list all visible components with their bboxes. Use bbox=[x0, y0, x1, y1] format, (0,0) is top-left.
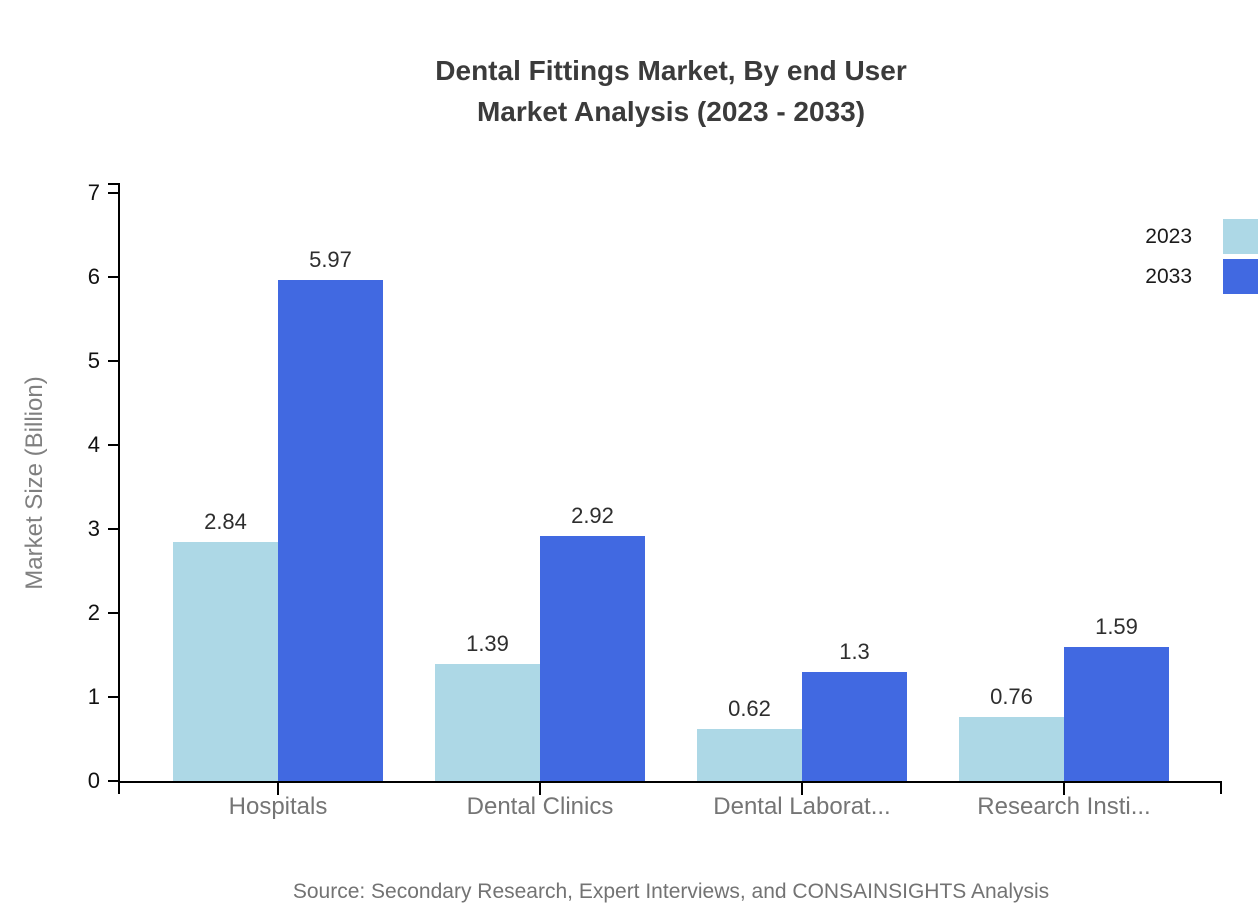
source-text: Source: Secondary Research, Expert Inter… bbox=[292, 880, 1050, 903]
y-tick-mark bbox=[108, 696, 118, 698]
legend-swatch-2033 bbox=[1223, 259, 1258, 294]
bar-2023-dental-laborat[interactable] bbox=[697, 729, 802, 781]
y-tick-label: 1 bbox=[87, 684, 100, 709]
bar-value-2033-hospitals: 5.97 bbox=[309, 247, 352, 272]
bar-value-2023-dental-clinics: 1.39 bbox=[466, 631, 509, 656]
y-tick-label: 2 bbox=[87, 600, 100, 625]
legend-item-2033[interactable]: 2033 bbox=[1092, 259, 1260, 294]
bar-2033-dental-laborat[interactable] bbox=[802, 672, 907, 781]
y-tick-label: 7 bbox=[87, 180, 100, 205]
legend-label-2033: 2033 bbox=[1145, 265, 1192, 288]
y-axis-title: Market Size (Billion) bbox=[21, 376, 48, 590]
chart-title-line1: Dental Fittings Market, By end User bbox=[435, 55, 907, 86]
y-axis-top-cap bbox=[108, 183, 118, 185]
bar-2023-research-insti[interactable] bbox=[959, 717, 1064, 781]
x-tick-mark bbox=[1063, 783, 1065, 795]
y-tick-label: 0 bbox=[87, 768, 100, 793]
y-tick-label: 5 bbox=[87, 348, 100, 373]
y-tick-label: 3 bbox=[87, 516, 100, 541]
y-tick-mark bbox=[108, 780, 118, 782]
y-tick-label: 6 bbox=[87, 264, 100, 289]
bar-2033-dental-clinics[interactable] bbox=[540, 536, 645, 781]
x-axis-left-cap bbox=[118, 781, 120, 794]
x-axis-right-cap bbox=[1220, 781, 1222, 794]
y-tick-mark bbox=[108, 444, 118, 446]
x-category-label-dental-clinics: Dental Clinics bbox=[466, 793, 614, 820]
chart-title: Dental Fittings Market, By end User Mark… bbox=[120, 50, 1222, 132]
y-axis-line bbox=[118, 183, 120, 783]
y-tick-mark bbox=[108, 192, 118, 194]
bar-2023-hospitals[interactable] bbox=[173, 542, 278, 781]
x-tick-mark bbox=[801, 783, 803, 795]
y-tick-mark bbox=[108, 360, 118, 362]
x-category-label-dental-laborat: Dental Laborat... bbox=[713, 793, 891, 820]
bar-value-2033-research-insti: 1.59 bbox=[1095, 614, 1138, 639]
x-tick-mark bbox=[539, 783, 541, 795]
bar-value-2033-dental-laborat: 1.3 bbox=[839, 639, 870, 664]
x-category-label-hospitals: Hospitals bbox=[228, 793, 328, 820]
bar-value-2023-dental-laborat: 0.62 bbox=[728, 696, 771, 721]
bar-2033-research-insti[interactable] bbox=[1064, 647, 1169, 781]
legend-label-2023: 2023 bbox=[1145, 225, 1192, 248]
x-category-label-research-insti: Research Insti... bbox=[977, 793, 1151, 820]
x-axis-line bbox=[118, 781, 1222, 783]
y-tick-mark bbox=[108, 612, 118, 614]
y-tick-mark bbox=[108, 528, 118, 530]
bar-value-2033-dental-clinics: 2.92 bbox=[571, 503, 614, 528]
legend-swatch-2023 bbox=[1223, 219, 1258, 254]
chart-title-line2: Market Analysis (2023 - 2033) bbox=[476, 96, 866, 127]
bar-2023-dental-clinics[interactable] bbox=[435, 664, 540, 781]
y-tick-mark bbox=[108, 276, 118, 278]
x-tick-mark bbox=[277, 783, 279, 795]
y-tick-label: 4 bbox=[87, 432, 100, 457]
bar-value-2023-hospitals: 2.84 bbox=[204, 509, 247, 534]
legend-item-2023[interactable]: 2023 bbox=[1092, 219, 1260, 254]
bar-2033-hospitals[interactable] bbox=[278, 280, 383, 781]
bar-value-2023-research-insti: 0.76 bbox=[990, 684, 1033, 709]
